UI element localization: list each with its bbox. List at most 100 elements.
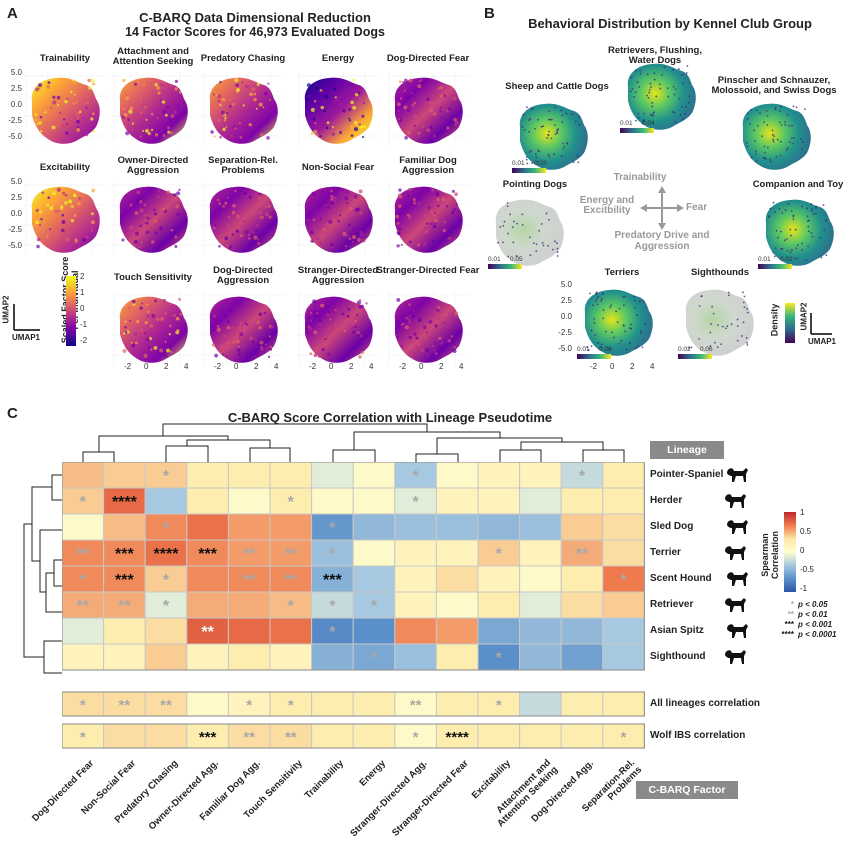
heatmap-cell [227,462,271,489]
significance-mark: * [163,468,170,485]
density-title: Sighthounds [690,267,750,278]
summary-cell [103,723,146,749]
compass-down: Predatory Drive and Aggression [614,230,710,252]
colorbar-tick: 0 [80,304,85,313]
lineage-label: Terrier [650,547,681,558]
heatmap-cell [103,513,146,541]
spearman-tick: 0 [800,546,805,555]
heatmap-cell [602,591,645,619]
significance-mark: * [496,650,503,667]
summary-cell [435,691,479,717]
y-tick: 2.5 [10,84,22,93]
x-tick: 4 [184,362,189,371]
y-tick: -5.0 [8,241,22,250]
heatmap-cell [269,617,313,645]
heatmap-cell [227,539,271,567]
heatmap-svg: * * ** **** * ** *** *** **** *** ** ** * * *** *** * ** *… [62,462,646,749]
heatmap-cell [186,513,229,541]
significance-mark: ** [243,572,256,589]
density-scale-max: 0.06 [700,346,713,353]
umap-title: Trainability [39,53,91,64]
heatmap-cell [269,487,313,515]
y-tick: 0.0 [10,100,22,109]
summary-cell [311,723,354,749]
umap-plot [297,291,379,365]
heatmap-cell [602,487,645,515]
x-tick: 2 [349,362,354,371]
heatmap-cell [602,643,645,671]
heatmap-cell [352,513,396,541]
significance-mark: *** [115,546,134,563]
significance-mark: *** [115,572,134,589]
density-plot [584,289,653,356]
significance-mark: *** [198,546,217,563]
heatmap-cell [352,591,396,619]
significance-mark: * [246,697,252,714]
density-scale-min: 0.02 [678,346,691,353]
lineage-label: Retriever [650,599,694,610]
heatmap-cell [519,487,562,515]
significance-mark: ** [118,598,131,615]
summary-cell [186,723,229,749]
density-scale-max: 0.02 [780,256,793,263]
umap-plot [387,291,469,365]
heatmap-cell [602,617,645,645]
lineage-label: Scent Hound [650,573,712,584]
heatmap-cell [103,487,146,515]
panel-b-title: Behavioral Distribution by Kennel Club G… [528,16,812,31]
significance-mark: ** [201,624,214,641]
summary-cell [560,691,604,717]
density-title: Sheep and Cattle Dogs [505,81,609,92]
significance-mark: ** [77,598,90,615]
density-plot [742,103,811,170]
panel-c-title: C-BARQ Score Correlation with Lineage Ps… [227,410,553,425]
density-scale-bar [758,264,792,269]
umap1-label-a: UMAP1 [12,333,41,342]
significance-mark: * [412,468,419,485]
heatmap-cell [62,513,105,541]
heatmap-cell [62,643,105,671]
heatmap-cell [311,462,354,489]
summary-cell [186,691,229,717]
heatmap-cell [602,539,645,567]
density-title: Pointing Dogs [502,179,568,190]
significance-legend-text: p < 0.05 [798,600,828,609]
significance-legend-mark: **** [781,630,794,639]
compass-arrows [640,186,684,230]
heatmap-cell [602,513,645,541]
column-dendrogram [82,423,625,462]
heatmap-cell [352,462,396,489]
y-tick: 5.0 [560,280,572,289]
heatmap-cell [144,643,188,671]
density-scale-bar [512,168,546,173]
heatmap-cell [519,513,562,541]
heatmap-cell [269,462,313,489]
significance-mark: *** [323,572,342,589]
x-tick: 4 [369,362,374,371]
significance-legend-row: **** p < 0.0001 [780,630,837,639]
heatmap-cell [227,591,271,619]
y-tick: 2.5 [10,193,22,202]
significance-mark: ** [243,729,255,746]
heatmap-cell [186,487,229,515]
summary-row-label: All lineages correlation [650,698,761,709]
umap-plot [202,181,284,255]
heatmap-cell [519,643,562,671]
significance-mark: * [329,546,336,563]
x-tick: 0 [419,362,424,371]
spearman-tick: 0.5 [800,527,812,536]
heatmap-cell [352,617,396,645]
y-tick: 5.0 [10,177,22,186]
heatmap-cell [560,591,604,619]
umap-plot [297,72,379,146]
x-tick: 2 [630,362,635,371]
heatmap-cell [435,539,479,567]
heatmap-cell [186,643,229,671]
y-tick: -5.0 [558,344,572,353]
significance-mark: **** [446,729,470,746]
umap-plot [387,72,469,146]
significance-mark: * [620,572,627,589]
x-tick: -2 [590,362,598,371]
significance-mark: * [288,494,295,511]
heatmap-cell [394,591,437,619]
